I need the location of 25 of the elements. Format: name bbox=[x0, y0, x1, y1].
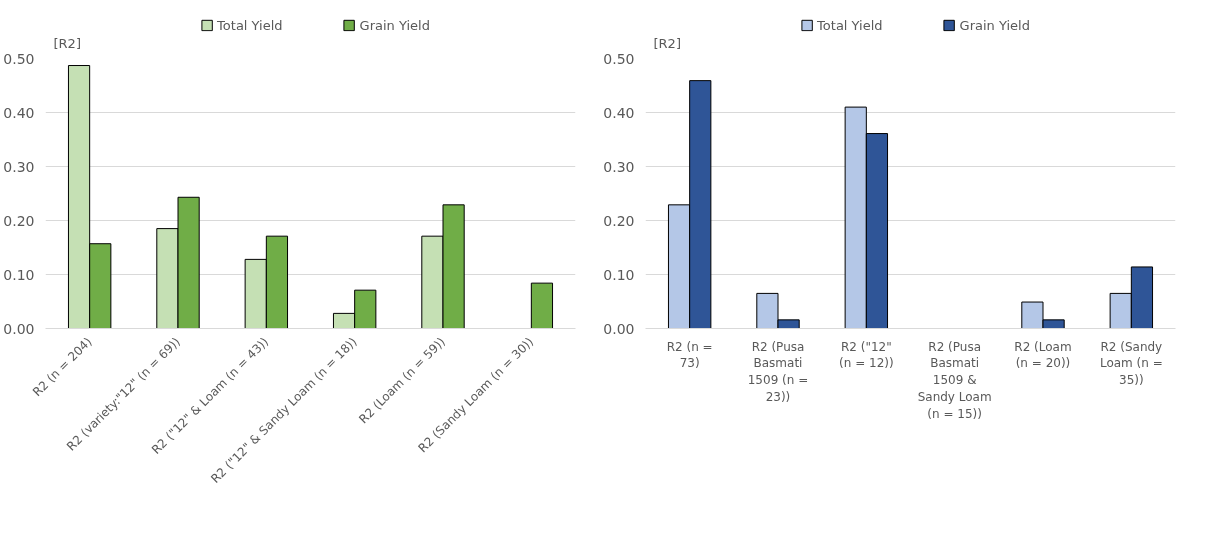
legend-label: Grain Yield bbox=[959, 17, 1030, 33]
y-tick-label: 0.20 bbox=[603, 212, 635, 229]
y-tick-label: 0.40 bbox=[3, 104, 35, 121]
x-tick-label: R2 (Pusa Basmati 1509 (n = 23)) bbox=[747, 339, 809, 404]
y-tick-label: 0.30 bbox=[3, 158, 35, 175]
y-tick-label: 0.50 bbox=[3, 50, 35, 67]
y-tick-label: 0.00 bbox=[603, 320, 635, 337]
legend-label: Total Yield bbox=[217, 17, 283, 33]
x-tick-label: R2 (Loam (n = 20)) bbox=[1014, 339, 1072, 371]
x-tick-label: R2 (n = 73) bbox=[666, 339, 713, 371]
y-axis-title: [R2] bbox=[53, 35, 81, 51]
bar bbox=[530, 282, 554, 329]
x-tick-label: R2 (Sandy Loam (n = 35)) bbox=[1099, 339, 1163, 388]
y-tick-label: 0.00 bbox=[3, 320, 35, 337]
y-tick-label: 0.20 bbox=[3, 212, 35, 229]
legend-label: Total Yield bbox=[817, 17, 883, 33]
y-tick-label: 0.10 bbox=[603, 266, 635, 283]
x-tick-label: R2 (Pusa Basmati 1509 & Sandy Loam (n = 15)) bbox=[917, 339, 992, 421]
x-tick-label: R2 ("12" (n = 12)) bbox=[839, 339, 894, 371]
legend-label: Grain Yield bbox=[359, 17, 430, 33]
y-tick-label: 0.40 bbox=[603, 104, 635, 121]
y-tick-label: 0.50 bbox=[603, 50, 635, 67]
y-tick-label: 0.30 bbox=[603, 158, 635, 175]
y-tick-label: 0.10 bbox=[3, 266, 35, 283]
y-axis-title: [R2] bbox=[653, 35, 681, 51]
